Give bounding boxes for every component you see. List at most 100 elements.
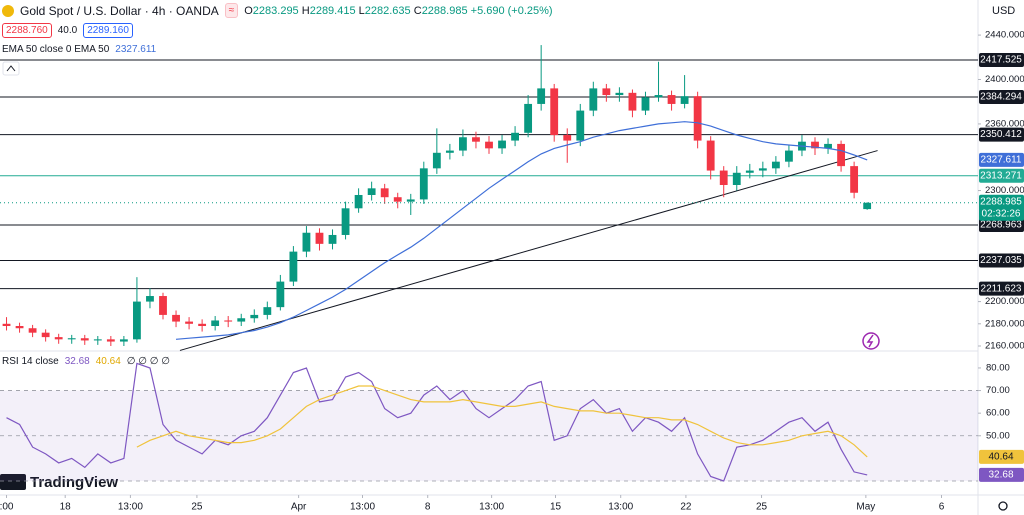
candle-body xyxy=(485,141,493,149)
ema-legend: EMA 50 close 0 EMA 50 2327.611 xyxy=(2,44,156,55)
x-tick-label: 8 xyxy=(425,502,431,513)
high: 2289.415 xyxy=(309,4,356,17)
candle-body xyxy=(459,137,467,151)
rsi-axis-label-bg xyxy=(979,449,1024,464)
candle-body xyxy=(837,143,845,167)
candle-body xyxy=(654,95,663,98)
l-prefix: L xyxy=(358,4,365,17)
candle-body xyxy=(328,234,337,244)
settings-icon[interactable] xyxy=(998,501,1008,511)
candle-body xyxy=(824,143,832,149)
candle-body xyxy=(93,339,102,341)
candle-body xyxy=(472,137,480,142)
y-tick-label: 2300.000 xyxy=(985,185,1024,196)
c-prefix: C xyxy=(413,4,422,17)
rsi-tick-label: 80.00 xyxy=(986,362,1010,373)
candle-body xyxy=(28,328,37,333)
last-price-label: 2288.985 xyxy=(980,196,1022,207)
x-tick-label: 13:00 xyxy=(118,502,143,513)
rsi-label: RSI 14 close xyxy=(2,356,59,367)
y-tick-label: 2360.000 xyxy=(985,118,1024,129)
rsi-axis-label: 40.64 xyxy=(988,452,1013,463)
candle-body xyxy=(54,337,63,340)
currency: USD xyxy=(992,5,1015,17)
level-label-bg xyxy=(979,281,1024,296)
rsi-line xyxy=(6,362,868,482)
candle-body xyxy=(615,92,624,96)
level-label: 2237.035 xyxy=(980,255,1022,266)
level-label-bg xyxy=(979,89,1024,104)
lightning-bolt xyxy=(866,334,874,348)
candle-body xyxy=(367,188,376,195)
level-label-bg xyxy=(979,127,1024,142)
ohlc: O2283.295 H2289.415 L2282.635 C2288.985 … xyxy=(244,5,552,17)
candle-body xyxy=(693,96,702,141)
candle-body xyxy=(745,170,754,173)
logo-text: TradingView xyxy=(30,474,118,491)
candle-body xyxy=(706,140,715,171)
sell-price[interactable]: 2288.760 xyxy=(2,23,52,38)
ema-value: 2327.611 xyxy=(115,44,157,55)
ema-axis-label: 2327.611 xyxy=(981,155,1022,166)
candle-body xyxy=(524,103,533,133)
candle-body xyxy=(445,150,454,153)
y-tick-label: 2200.000 xyxy=(985,296,1024,307)
x-tick-label: 25 xyxy=(191,502,203,513)
collapse-arrow xyxy=(6,65,16,72)
x-tick-label: 13:00 xyxy=(350,502,375,513)
rsi-extra: ∅ ∅ ∅ ∅ xyxy=(126,356,170,367)
collapse-button[interactable] xyxy=(2,61,20,76)
x-tick-label: 18 xyxy=(60,502,72,513)
rsi-axis-label: 32.68 xyxy=(988,470,1013,481)
open: 2283.295 xyxy=(252,4,299,17)
candle-body xyxy=(811,141,819,149)
low: 2282.635 xyxy=(364,4,411,17)
y-tick-label: 2440.000 xyxy=(985,30,1024,41)
spread: 40.0 xyxy=(57,25,78,36)
ema-axis-label-bg xyxy=(979,152,1024,167)
candle-body xyxy=(159,296,167,315)
candle-body xyxy=(106,339,115,342)
level-label-bg xyxy=(979,253,1024,268)
candle-body xyxy=(602,88,611,96)
level-label-bg xyxy=(979,53,1024,68)
candle-body xyxy=(172,314,180,322)
level-label: 2313.271 xyxy=(980,170,1022,181)
candle-body xyxy=(641,97,650,111)
candle-body xyxy=(537,88,546,104)
rsi-ma-value: 40.64 xyxy=(95,356,121,367)
candle-body xyxy=(432,152,441,169)
rsi-tick-label: 70.00 xyxy=(986,385,1010,396)
candle-body xyxy=(289,251,298,282)
candle-body xyxy=(758,168,767,171)
candle-body xyxy=(80,338,89,341)
trendline xyxy=(179,150,878,351)
ema-line xyxy=(175,121,868,340)
logo-icon xyxy=(0,474,26,490)
candle-body xyxy=(719,170,728,185)
candle-body xyxy=(380,188,389,198)
x-tick-label: 22 xyxy=(680,502,692,513)
level-label: 2417.525 xyxy=(980,55,1022,66)
level-label: 2268.963 xyxy=(980,220,1022,231)
candle-body xyxy=(406,199,415,202)
level-label: 2211.623 xyxy=(981,283,1022,294)
candle-body xyxy=(341,208,350,235)
candle-body xyxy=(198,323,207,327)
header-row: Gold Spot / U.S. Dollar · 4h · OANDA ≈ O… xyxy=(2,3,553,18)
candle-body xyxy=(224,320,233,322)
close: 2288.985 xyxy=(421,4,468,17)
ema-label: EMA 50 close 0 EMA 50 xyxy=(2,44,110,55)
candle-body xyxy=(67,338,76,340)
candle-body xyxy=(785,150,793,162)
candle-body xyxy=(771,161,780,169)
candle-body xyxy=(315,232,324,244)
candle-body xyxy=(354,194,363,209)
candle-body xyxy=(15,326,24,329)
buy-price[interactable]: 2289.160 xyxy=(83,23,133,38)
trade-row: 2288.760 40.0 2289.160 xyxy=(2,23,133,38)
lightning-icon[interactable] xyxy=(862,332,880,350)
